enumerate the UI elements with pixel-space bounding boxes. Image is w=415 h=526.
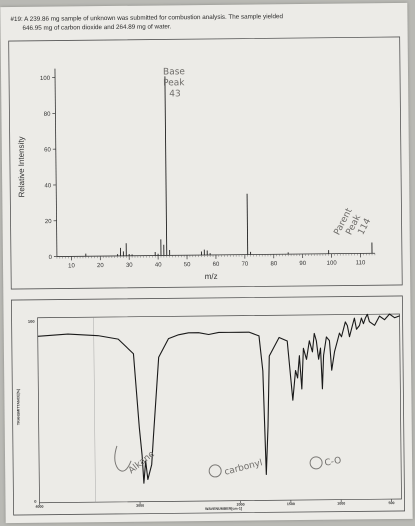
ms-x-tick-label: 50 — [184, 262, 191, 268]
ir-guide-line — [93, 317, 96, 503]
mass-spectrum-chart: 0 20 40 60 80 100 10 20 30 40 50 60 70 80 90 100 110 Re… — [17, 67, 376, 281]
ms-x-axis-label: m/z — [205, 272, 218, 281]
ms-y-tick-label: 60 — [44, 147, 51, 153]
ir-plot-area — [37, 313, 402, 504]
ms-y-tick-label: 40 — [44, 183, 51, 189]
ir-x-tick-label: 3000 — [136, 504, 144, 508]
ms-y-axis — [54, 68, 58, 257]
ir-y-top-label: 100 — [28, 319, 36, 324]
carbonyl-note: carbonyl — [223, 458, 263, 477]
ir-x-tick-label: 1500 — [287, 502, 295, 506]
ms-y-tick-label: 20 — [45, 219, 52, 225]
carbonyl-circle-mark — [208, 464, 222, 478]
ir-x-tick-label: 500 — [388, 501, 394, 505]
c-o-circle-mark — [309, 456, 323, 470]
ms-y-tick-label: 0 — [49, 255, 53, 261]
spectra-figure: 0 20 40 60 80 100 10 20 30 40 50 60 70 80 90 100 110 Re… — [8, 36, 406, 516]
ir-spectrum-line — [37, 313, 400, 484]
ms-peak — [246, 193, 249, 255]
ir-x-tick-label: 4000 — [36, 505, 44, 509]
ir-y-axis-label: TRANSMITTANCE[%] — [16, 389, 20, 425]
ms-y-tick-label: 80 — [44, 112, 51, 118]
ms-x-tick-label: 90 — [299, 261, 306, 267]
alkane-circle-mark — [114, 445, 132, 472]
ms-x-tick-label: 110 — [356, 260, 366, 266]
ms-x-tick-label: 30 — [126, 263, 133, 269]
mass-spectrum-frame — [8, 36, 403, 290]
ir-x-tick-label: 1000 — [337, 502, 345, 506]
ir-x-tick-label: 2000 — [237, 503, 245, 507]
base-peak-note-2: Peak — [163, 78, 185, 88]
ms-y-axis-label: Relative Intensity — [17, 136, 27, 197]
ms-x-tick-label: 100 — [327, 261, 338, 267]
ms-x-tick-label: 10 — [68, 263, 75, 269]
ir-x-axis-label: WAVENUMBER[cm-1] — [205, 507, 242, 511]
base-peak-note-1: Base — [163, 67, 185, 77]
ms-y-tick-label: 100 — [40, 76, 51, 82]
ir-spectrum-frame — [10, 295, 406, 516]
ir-spectrum-chart: 100 0 TRANSMITTANCE[%] WAVENUMBER[cm-1] … — [16, 313, 402, 511]
c-o-note: C-O — [324, 456, 342, 469]
base-peak-note-3: 43 — [169, 89, 181, 99]
ir-y-bottom-label: 0 — [34, 499, 37, 504]
ms-x-tick-label: 20 — [97, 263, 104, 269]
ms-x-tick-label: 80 — [270, 261, 277, 267]
ms-x-tick-label: 60 — [213, 262, 220, 268]
ms-x-tick-label: 40 — [155, 262, 162, 268]
ms-x-tick-label: 70 — [242, 262, 249, 268]
ms-peak — [164, 76, 168, 256]
